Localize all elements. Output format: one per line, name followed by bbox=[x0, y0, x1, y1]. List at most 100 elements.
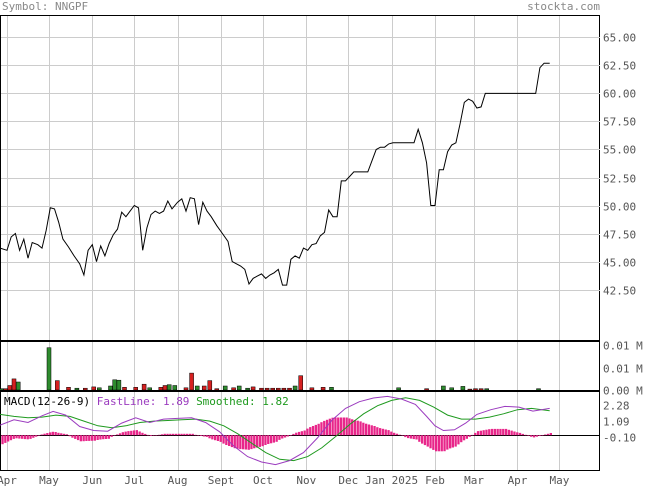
volume-bar bbox=[292, 385, 298, 391]
macd-histogram-bar bbox=[110, 435, 113, 437]
chart-symbol-label: Symbol: NNGPF bbox=[2, 0, 89, 13]
macd-histogram-bar bbox=[219, 435, 222, 442]
macd-fast-legend: FastLine: 1.89 bbox=[97, 395, 196, 408]
macd-histogram-bar bbox=[205, 435, 208, 437]
macd-histogram-bar bbox=[96, 435, 99, 440]
macd-tick-label: -0.10 bbox=[603, 432, 636, 445]
macd-histogram-bar bbox=[54, 432, 57, 436]
macd-histogram-bar bbox=[482, 430, 485, 436]
macd-histogram-bar bbox=[289, 435, 292, 436]
price-tick-label: 45.00 bbox=[603, 257, 636, 270]
macd-histogram-bar bbox=[404, 435, 407, 438]
volume-bar bbox=[441, 385, 446, 391]
macd-histogram-bar bbox=[353, 420, 357, 436]
macd-histogram-bar bbox=[513, 431, 516, 436]
macd-histogram-bar bbox=[71, 435, 74, 438]
macd-histogram-bar bbox=[446, 435, 449, 450]
macd-histogram-bar bbox=[32, 435, 35, 438]
macd-histogram-bar bbox=[516, 432, 519, 436]
macd-histogram-bar bbox=[127, 431, 130, 436]
macd-histogram-bar bbox=[23, 435, 27, 440]
x-month-label: Sept bbox=[208, 474, 235, 486]
macd-histogram-bar bbox=[407, 435, 410, 439]
macd-histogram-bar bbox=[345, 417, 348, 436]
x-month-label: Feb bbox=[425, 474, 445, 486]
volume-bar bbox=[473, 388, 478, 391]
price-tick-label: 47.50 bbox=[603, 229, 636, 242]
volume-bar bbox=[116, 379, 122, 391]
macd-histogram-bar bbox=[306, 428, 309, 436]
volume-bar bbox=[46, 347, 52, 391]
volume-bar bbox=[207, 380, 213, 391]
price-tick-label: 52.50 bbox=[603, 173, 636, 186]
macd-histogram-bar bbox=[471, 434, 474, 436]
volume-bar bbox=[309, 387, 315, 391]
x-month-label: Apr bbox=[508, 474, 528, 486]
macd-histogram-bar bbox=[507, 429, 510, 436]
x-month-label: Dec bbox=[338, 474, 358, 486]
volume-bar bbox=[172, 385, 178, 391]
volume-bar bbox=[536, 388, 541, 391]
macd-histogram-bar bbox=[365, 423, 368, 436]
macd-histogram-bar bbox=[255, 435, 259, 448]
macd-histogram-bar bbox=[135, 430, 138, 436]
macd-histogram-bar bbox=[141, 432, 144, 436]
macd-tick-label: 2.28 bbox=[603, 400, 630, 413]
macd-histogram-bar bbox=[504, 428, 508, 436]
macd-histogram-bar bbox=[510, 430, 513, 436]
macd-histogram-bar bbox=[76, 435, 80, 441]
x-month-label: Mar bbox=[464, 474, 484, 486]
volume-bar bbox=[276, 387, 281, 391]
volume-bar bbox=[449, 387, 454, 391]
macd-histogram-bar bbox=[541, 435, 544, 436]
volume-bar bbox=[424, 388, 429, 391]
macd-histogram-bar bbox=[429, 435, 432, 449]
macd-histogram-bar bbox=[7, 435, 10, 442]
price-tick-label: 65.00 bbox=[603, 32, 636, 45]
macd-histogram-bar bbox=[485, 429, 488, 436]
macd-histogram-bar bbox=[415, 435, 418, 440]
macd-tick-label: 1.09 bbox=[603, 416, 630, 429]
macd-histogram-bar bbox=[12, 435, 15, 439]
volume-bar bbox=[3, 388, 8, 391]
macd-histogram-bar bbox=[409, 435, 413, 439]
macd-histogram-bar bbox=[443, 435, 446, 452]
macd-histogram-bar bbox=[323, 420, 326, 436]
macd-histogram-bar bbox=[149, 435, 152, 436]
macd-histogram-bar bbox=[49, 432, 52, 436]
macd-histogram-bar bbox=[518, 432, 522, 436]
macd-histogram-bar bbox=[342, 417, 345, 436]
x-month-label: Aug bbox=[168, 474, 188, 486]
macd-histogram-bar bbox=[163, 433, 166, 436]
volume-bar bbox=[231, 387, 236, 391]
volume-bar bbox=[97, 387, 102, 391]
macd-histogram-bar bbox=[325, 419, 329, 436]
volume-bar bbox=[166, 384, 172, 391]
macd-histogram-bar bbox=[202, 435, 206, 437]
macd-histogram-bar bbox=[524, 434, 527, 436]
macd-histogram-bar bbox=[359, 421, 362, 436]
macd-histogram-bar bbox=[317, 423, 320, 436]
macd-histogram-bar bbox=[272, 435, 275, 443]
macd-histogram-bar bbox=[314, 424, 317, 436]
volume-bar bbox=[15, 381, 21, 391]
macd-histogram-bar bbox=[155, 435, 158, 436]
macd-histogram-bar bbox=[398, 434, 401, 436]
macd-histogram-bar bbox=[502, 428, 505, 436]
macd-histogram-bar bbox=[152, 435, 155, 436]
macd-histogram-bar bbox=[496, 428, 499, 436]
macd-histogram-bar bbox=[535, 435, 538, 437]
macd-histogram-bar bbox=[102, 435, 105, 440]
volume-bar bbox=[287, 387, 292, 391]
macd-histogram-bar bbox=[104, 435, 108, 439]
macd-histogram-bar bbox=[113, 435, 116, 436]
macd-histogram-bar bbox=[43, 433, 46, 436]
macd-histogram-bar bbox=[339, 417, 343, 436]
x-month-label: May bbox=[549, 474, 569, 486]
macd-histogram-bar bbox=[376, 427, 379, 436]
macd-histogram-bar bbox=[57, 432, 60, 436]
macd-histogram-bar bbox=[62, 433, 66, 436]
volume-bar bbox=[141, 383, 147, 391]
macd-histogram-bar bbox=[384, 429, 387, 436]
